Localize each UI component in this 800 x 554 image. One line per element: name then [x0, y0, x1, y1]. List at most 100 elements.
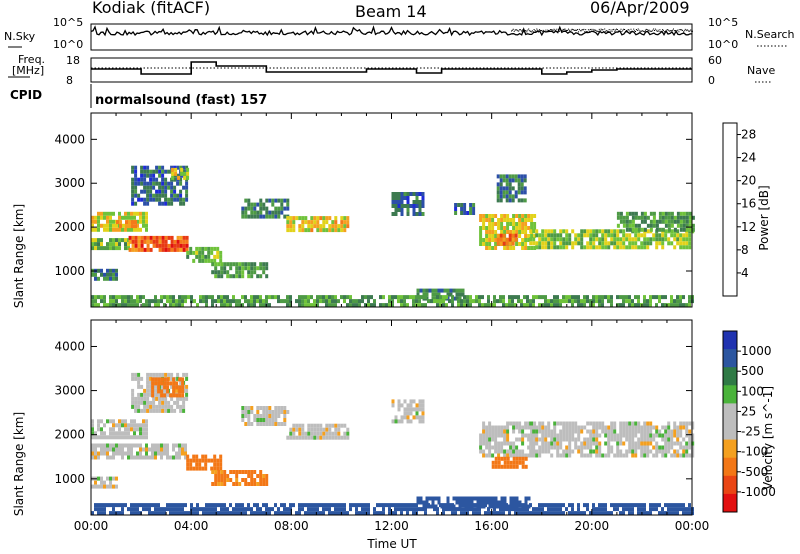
echo-cell	[527, 226, 531, 230]
echo-cell	[547, 241, 551, 246]
echo-cell	[217, 478, 221, 482]
echo-cell	[97, 419, 100, 424]
echo-cell	[658, 233, 662, 238]
echo-cell	[622, 233, 626, 238]
echo-cell	[541, 237, 545, 242]
echo-cell	[310, 228, 314, 233]
echo-cell	[115, 476, 118, 481]
echo-cell	[127, 238, 130, 243]
echo-cell	[502, 190, 506, 195]
echo-cell	[670, 219, 674, 224]
echo-cell	[158, 185, 162, 190]
echo-cell	[502, 194, 506, 199]
echo-cell	[143, 408, 147, 413]
echo-cell	[277, 410, 281, 414]
echo-cell	[182, 197, 186, 202]
echo-cell	[509, 496, 513, 501]
echo-cell	[136, 299, 139, 304]
echo-cell	[211, 295, 214, 300]
echo-cell	[262, 406, 266, 410]
echo-cell	[607, 445, 611, 450]
echo-cell	[437, 288, 441, 293]
echo-cell	[115, 435, 118, 440]
echo-cell	[491, 238, 495, 242]
echo-cell	[244, 295, 247, 300]
echo-cell	[100, 511, 103, 516]
echo-cell	[574, 429, 578, 434]
echo-cell	[124, 423, 127, 428]
echo-cell	[664, 453, 668, 458]
echo-cell	[210, 246, 214, 251]
echo-cell	[220, 478, 224, 482]
echo-cell	[406, 295, 409, 300]
echo-cell	[112, 447, 115, 452]
echo-cell	[556, 453, 560, 458]
echo-cell	[491, 234, 495, 238]
echo-cell	[235, 303, 238, 308]
echo-cell	[503, 437, 507, 442]
echo-cell	[488, 425, 492, 430]
echo-cell	[508, 237, 512, 242]
echo-cell	[406, 192, 410, 196]
echo-cell	[235, 482, 239, 486]
echo-cell	[103, 431, 106, 436]
echo-cell	[673, 511, 676, 516]
echo-cell	[250, 511, 253, 516]
echo-cell	[109, 238, 112, 243]
echo-cell	[508, 182, 512, 187]
echo-cell	[151, 393, 155, 398]
echo-cell	[175, 381, 179, 386]
echo-cell	[109, 480, 112, 485]
echo-cell	[616, 211, 620, 216]
echo-cell	[91, 219, 94, 224]
echo-cell	[622, 299, 625, 304]
echo-cell	[94, 484, 97, 489]
echo-cell	[271, 507, 274, 512]
echo-cell	[506, 456, 510, 461]
echo-cell	[313, 303, 316, 308]
echo-cell	[521, 226, 525, 230]
echo-cell	[199, 507, 202, 512]
echo-cell	[161, 189, 165, 194]
echo-cell	[214, 511, 217, 516]
echo-cell	[451, 299, 454, 304]
echo-cell	[418, 299, 421, 304]
echo-cell	[436, 303, 439, 308]
echo-cell	[535, 295, 538, 300]
echo-cell	[524, 246, 528, 250]
echo-cell	[214, 266, 218, 271]
echo-cell	[310, 295, 313, 300]
echo-cell	[556, 233, 560, 238]
echo-cell	[592, 245, 596, 250]
echo-cell	[688, 511, 691, 516]
echo-cell	[247, 474, 251, 478]
echo-cell	[494, 464, 498, 469]
echo-cell	[491, 230, 495, 234]
echo-cell	[280, 299, 283, 304]
echo-cell	[589, 299, 592, 304]
echo-cell	[271, 210, 275, 215]
echo-cell	[142, 503, 145, 508]
echo-cell	[124, 295, 127, 300]
echo-cell	[538, 437, 542, 442]
echo-cell	[157, 303, 160, 308]
echo-cell	[226, 474, 230, 478]
echo-cell	[250, 270, 254, 275]
echo-cell	[134, 376, 138, 381]
echo-cell	[325, 435, 329, 440]
echo-cell	[201, 250, 205, 255]
echo-cell	[256, 274, 260, 279]
echo-cell	[157, 385, 161, 390]
echo-cell	[100, 431, 103, 436]
echo-cell	[521, 425, 525, 430]
echo-cell	[523, 198, 527, 203]
echo-cell	[640, 433, 644, 438]
echo-cell	[499, 186, 503, 191]
echo-cell	[160, 455, 163, 460]
echo-cell	[124, 451, 127, 456]
echo-cell	[316, 299, 319, 304]
echo-cell	[106, 484, 109, 489]
echo-cell	[497, 460, 501, 465]
echo-cell	[118, 227, 121, 232]
echo-cell	[154, 447, 157, 452]
